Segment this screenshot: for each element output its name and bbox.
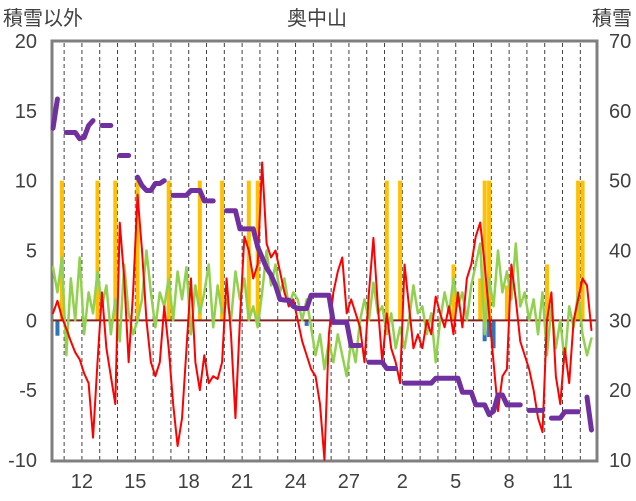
bar-series-0-bar [95,180,100,321]
bar-series-0-bar [59,180,64,321]
x-axis-tick-label: 2 [397,471,408,493]
bar-series-0-bar [487,180,492,321]
line-series-4-segment [224,208,363,348]
x-axis-tick-label: 11 [552,471,573,493]
plot-frame [50,39,599,463]
right-axis-tick-label: 70 [609,31,631,53]
bar-series-0-bar [504,285,509,321]
bar-series-0-bar [482,180,487,321]
right-axis-tick-label: 60 [609,101,631,123]
bar-series-0-bar [113,180,118,321]
bar-series-1-bar [487,320,492,338]
line-series-4-segment [584,394,594,433]
left-axis-tick-label: -5 [19,380,37,402]
line-series-4-segment [402,375,523,418]
x-axis-tick-label: 15 [124,471,146,493]
bar-series-0-bar [398,180,403,321]
left-axis-tick-label: -10 [8,450,37,472]
line-series-4-segment [63,118,96,142]
line-series-4-segment [548,409,581,421]
bar-series-1-bar [304,320,309,326]
line-series-2-segment [51,242,593,378]
bar-series-0-bar [451,264,456,321]
right-axis-tick-label: 40 [609,241,631,263]
bar-series-0-bar [478,278,483,321]
line-series-4-segment [50,96,60,131]
left-axis-tick-label: 5 [26,241,37,263]
line-series [50,96,594,461]
x-axis-tick-label: 18 [178,471,200,493]
bar-series-0-bar [544,264,549,321]
bar-series-0-bar [580,180,585,321]
x-axis-tick-label: 21 [231,471,253,493]
line-series-4-segment [170,187,216,204]
bar-series-1-bar [491,320,496,349]
left-axis-title: 積雪以外 [3,7,83,30]
right-axis-tick-label: 10 [609,450,631,472]
left-axis-tick-label: 15 [15,101,37,123]
right-axis-title: 積雪 [592,7,632,30]
right-axis-tick-label: 20 [609,380,631,402]
x-axis-tick-label: 24 [284,471,306,493]
line-series-4-segment [135,174,167,193]
left-axis-tick-label: 20 [15,31,37,53]
bar-series-0-bar [135,180,140,321]
bar-series-0-bar [197,180,202,321]
right-axis-tick-label: 30 [609,310,631,332]
tick-labels: -10 -5 0 5 10 15 20 10 20 30 40 50 60 70 12 15 18 21 24 27 2… [8,31,631,493]
bar-series-1-bar [55,320,60,336]
bar-series-0-bar [384,180,389,321]
x-axis-tick-label: 8 [504,471,515,493]
line-series-4-segment [366,359,399,372]
x-axis-tick-label: 12 [71,471,93,493]
bar-series-0-bar [166,180,171,321]
chart-title: 奥中山 [287,7,347,30]
left-axis-tick-label: 10 [15,171,37,193]
left-axis-tick-label: 0 [26,310,37,332]
x-axis-tick-label: 5 [450,471,461,493]
right-axis-tick-label: 50 [609,171,631,193]
bar-series-0-bar [220,180,225,321]
bar-series-0-bar [576,180,581,321]
x-axis-tick-label: 27 [338,471,360,493]
line-series-3-segment [52,161,593,461]
